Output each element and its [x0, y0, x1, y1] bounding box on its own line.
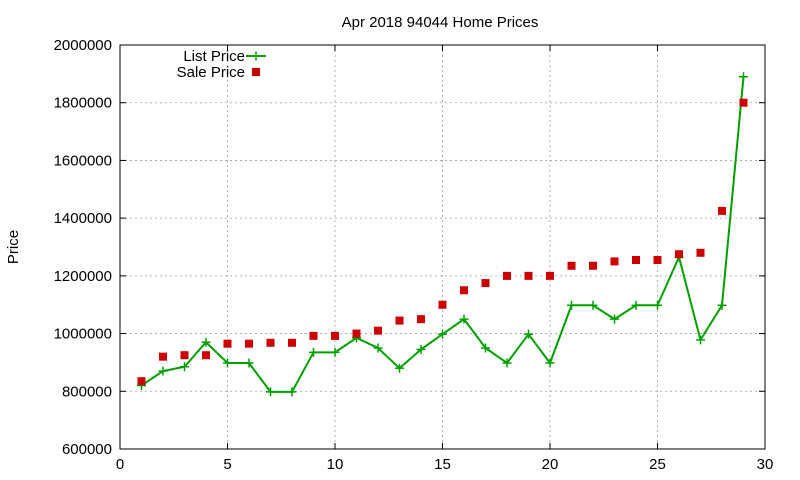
- data-point: [502, 358, 512, 368]
- data-point: [266, 387, 275, 397]
- data-point: [696, 335, 705, 345]
- x-tick-label: 25: [649, 456, 666, 473]
- data-point: [546, 271, 554, 280]
- data-point: [159, 352, 167, 361]
- data-point: [481, 279, 490, 288]
- data-point: [718, 206, 726, 215]
- x-tick-label: 10: [327, 456, 344, 473]
- legend-marker: [251, 51, 261, 61]
- data-point: [395, 363, 404, 373]
- series-sale-price: [137, 98, 748, 386]
- legend-label: List Price: [183, 48, 245, 65]
- data-point: [545, 358, 555, 368]
- legend-item: List Price: [183, 48, 266, 65]
- data-point: [610, 314, 619, 324]
- y-tick-label: 600000: [62, 441, 112, 458]
- data-point: [223, 358, 232, 368]
- y-tick-label: 1800000: [54, 95, 112, 112]
- data-point: [245, 339, 253, 348]
- x-tick-label: 5: [223, 456, 231, 473]
- data-point: [201, 337, 211, 347]
- data-point: [696, 248, 705, 257]
- data-point: [589, 261, 597, 270]
- y-tick-label: 1000000: [54, 326, 112, 343]
- series-line: [140, 76, 745, 393]
- y-tick-label: 1400000: [54, 210, 112, 227]
- data-point: [416, 344, 426, 354]
- legend-item: Sale Price: [177, 64, 260, 81]
- data-point: [395, 316, 404, 325]
- data-point: [459, 314, 469, 324]
- data-point: [266, 338, 275, 347]
- data-point: [288, 338, 296, 347]
- data-point: [632, 255, 640, 264]
- axis-ticks: 600000 800000 1000000 1200000 1400000 1600000…: [54, 37, 774, 473]
- data-point: [244, 358, 254, 368]
- data-point: [180, 351, 189, 360]
- legend-marker: [252, 68, 260, 76]
- data-point: [438, 300, 447, 309]
- data-point: [202, 351, 210, 360]
- x-tick-label: 15: [434, 456, 451, 473]
- x-tick-label: 0: [116, 456, 124, 473]
- data-point: [374, 326, 382, 335]
- data-point: [503, 271, 511, 280]
- data-point: [675, 250, 683, 259]
- y-tick-label: 1600000: [54, 152, 112, 169]
- data-point: [309, 331, 318, 340]
- data-point: [223, 339, 232, 348]
- series-layer: [137, 72, 748, 397]
- y-tick-label: 2000000: [54, 37, 112, 54]
- data-point: [717, 300, 727, 310]
- data-point: [309, 347, 318, 357]
- data-point: [180, 362, 189, 372]
- x-tick-label: 20: [542, 456, 559, 473]
- data-point: [373, 343, 383, 353]
- data-point: [631, 300, 641, 310]
- y-tick-label: 800000: [62, 383, 112, 400]
- data-point: [524, 271, 533, 280]
- data-point: [739, 72, 748, 82]
- data-point: [352, 329, 361, 338]
- data-point: [481, 343, 490, 353]
- series-list-price: [137, 72, 748, 397]
- data-point: [739, 98, 748, 107]
- data-point: [287, 387, 297, 397]
- data-point: [588, 300, 598, 310]
- data-point: [653, 255, 662, 264]
- data-point: [137, 377, 146, 386]
- data-point: [331, 331, 339, 340]
- data-point: [524, 329, 533, 339]
- chart-title: Apr 2018 94044 Home Prices: [342, 14, 539, 31]
- data-point: [567, 261, 576, 270]
- legend-label: Sale Price: [177, 64, 245, 81]
- data-point: [653, 300, 662, 310]
- data-point: [610, 257, 619, 266]
- data-point: [460, 286, 468, 295]
- data-point: [330, 347, 340, 357]
- data-point: [158, 366, 168, 376]
- y-axis-label: Price: [5, 230, 22, 264]
- data-point: [438, 329, 447, 339]
- data-point: [567, 300, 576, 310]
- y-tick-label: 1200000: [54, 268, 112, 285]
- x-tick-label: 30: [757, 456, 774, 473]
- data-point: [417, 315, 425, 324]
- grid: [120, 45, 765, 449]
